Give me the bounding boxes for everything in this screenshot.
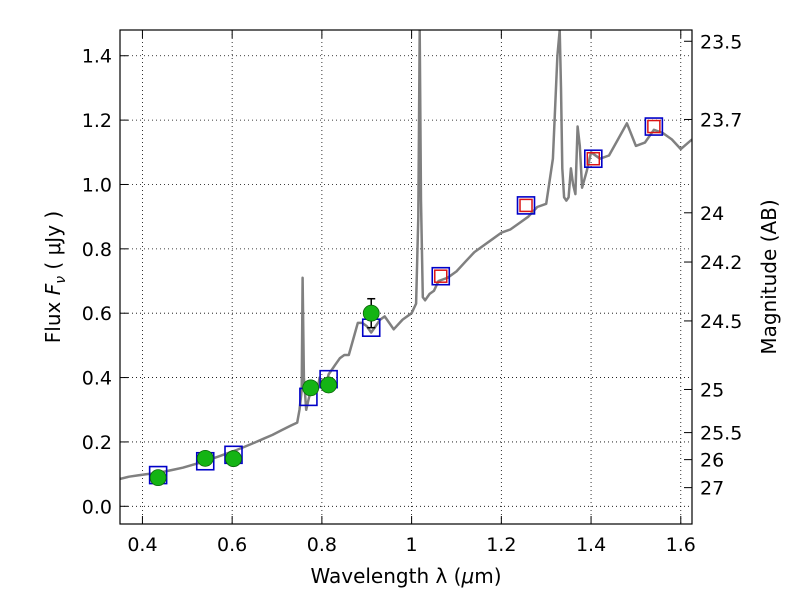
y-tick-label: 0.6	[82, 303, 112, 325]
x-axis-label: Wavelength λ (μm)	[310, 564, 501, 588]
sed-spectrum-line	[120, 30, 692, 481]
y-tick-label: 0.2	[82, 432, 112, 454]
magnitude-tick-label: 24.2	[700, 252, 742, 274]
model-photometry-red-square	[519, 198, 533, 213]
x-tick-label: 1.4	[576, 534, 606, 556]
model-photometry-square	[584, 149, 603, 169]
model-photometry-red-square	[434, 269, 448, 283]
plot-area	[120, 30, 692, 487]
grid	[120, 30, 692, 524]
observed-flux-point	[149, 469, 167, 487]
observed-flux-point	[196, 449, 214, 467]
axes-frame	[119, 29, 693, 525]
y-axis-label: Flux Fν ( μJy )	[41, 211, 69, 343]
observed-flux-point	[362, 304, 380, 322]
x-tick-label: 1	[406, 534, 418, 556]
x-tick-label: 1.6	[666, 534, 696, 556]
y-axis-label-sub: ν	[53, 276, 69, 284]
magnitude-tick-label: 26	[700, 450, 724, 472]
x-tick-label: 0.4	[127, 534, 157, 556]
y-axis-label-var: F	[41, 283, 65, 295]
x-tick-label: 1.2	[486, 534, 516, 556]
y-tick-label: 0.4	[82, 368, 112, 390]
magnitude-tick-label: 23.5	[700, 31, 742, 53]
observed-flux-point	[320, 376, 338, 394]
y-tick-label: 0.0	[82, 496, 112, 518]
observed-flux-point	[225, 450, 242, 468]
magnitude-tick-label: 24	[700, 203, 724, 225]
y-axis-label-pre: Flux	[41, 295, 65, 343]
observed-flux-point	[302, 379, 320, 397]
model-photometry-square	[644, 117, 664, 136]
magnitude-axis-label: Magnitude (AB)	[757, 199, 781, 354]
magnitude-tick-label: 24.5	[700, 311, 742, 333]
x-axis-label-mu: μ	[460, 564, 474, 588]
model-photometry-red-square	[647, 119, 661, 134]
magnitude-tick-label: 25	[700, 379, 724, 401]
y-axis-label-post: ( μJy )	[41, 211, 65, 276]
model-photometry-red-square	[586, 151, 601, 166]
magnitude-tick-label: 23.7	[700, 109, 742, 131]
model-photometry-square	[431, 266, 451, 286]
x-tick-label: 0.8	[307, 534, 337, 556]
x-axis-label-post: m)	[474, 564, 501, 588]
y-tick-label: 1.4	[82, 46, 112, 68]
y-tick-label: 1.0	[82, 174, 112, 196]
magnitude-tick-label: 25.5	[700, 423, 742, 445]
x-tick-label: 0.6	[217, 534, 247, 556]
y-tick-label: 0.8	[82, 239, 112, 261]
model-photometry-square	[516, 196, 536, 215]
magnitude-tick-label: 27	[700, 478, 724, 500]
y-tick-label: 1.2	[82, 110, 112, 132]
x-axis-label-pre: Wavelength λ (	[310, 564, 461, 588]
